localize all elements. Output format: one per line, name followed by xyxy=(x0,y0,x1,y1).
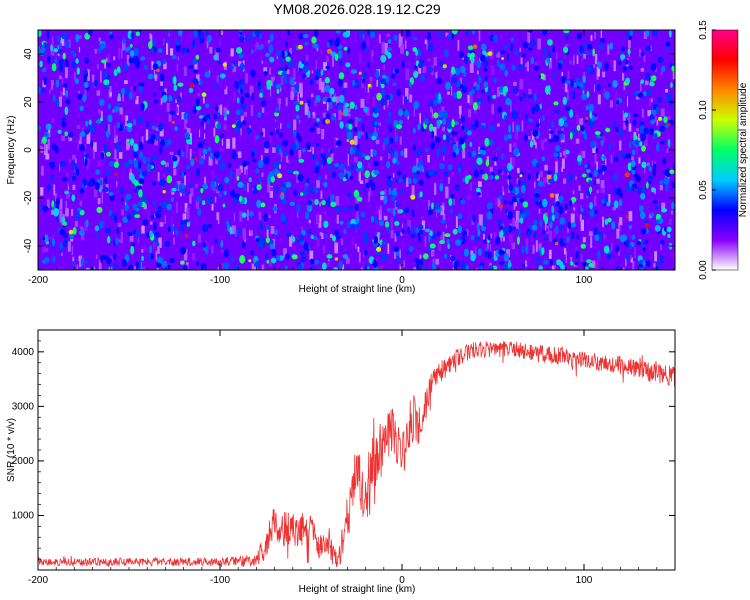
snr-ytick-label: 1000 xyxy=(12,510,35,521)
spectrogram-ytick-label: -40 xyxy=(23,238,34,253)
snr-xtick-label: -200 xyxy=(28,575,48,586)
chart-title: YM08.2026.028.19.12.C29 xyxy=(273,1,441,17)
snr-xlabel: Height of straight line (km) xyxy=(299,584,416,595)
snr-frame xyxy=(37,329,676,571)
colorbar-tick-label: 0.15 xyxy=(698,20,709,40)
spectrogram-image xyxy=(38,30,675,270)
snr-ylabel: SNR (10 * v/v) xyxy=(6,418,17,482)
colorbar: 0.00 0.05 0.10 0.15 Normalized spectral amp… xyxy=(698,20,749,280)
colorbar-label: Normalized spectral amplitude xyxy=(738,82,749,217)
spectrogram-ylabel: Frequency (Hz) xyxy=(6,116,17,185)
snr-xtick-label: 100 xyxy=(576,575,593,586)
snr-ytick-label: 4000 xyxy=(12,347,35,358)
snr-panel: -200 -100 0 100 1000 2000 3000 4000 Height of s… xyxy=(6,329,676,595)
spectrogram-xtick-label: -100 xyxy=(210,275,230,286)
spectrogram-xtick-label: 100 xyxy=(576,275,593,286)
snr-xtick-label: -100 xyxy=(210,575,230,586)
colorbar-tick-label: 0.10 xyxy=(698,100,709,120)
snr-xtick-label: 0 xyxy=(399,575,405,586)
spectrogram-ytick-label: 40 xyxy=(23,48,34,60)
colorbar-gradient xyxy=(711,29,739,271)
spectrogram-xtick-label: 0 xyxy=(399,275,405,286)
snr-ytick-label: 2000 xyxy=(12,456,35,467)
colorbar-ticks: 0.00 0.05 0.10 0.15 xyxy=(698,20,716,280)
snr-series-line xyxy=(38,341,675,568)
spectrogram-ytick-label: 20 xyxy=(23,96,34,108)
spectrogram-ytick-label: -20 xyxy=(23,190,34,205)
snr-ytick-label: 3000 xyxy=(12,401,35,412)
spectrogram-ytick-label: 0 xyxy=(23,147,34,153)
colorbar-tick-label: 0.05 xyxy=(698,180,709,200)
colorbar-tick-label: 0.00 xyxy=(698,260,709,280)
snr-axes: -200 -100 0 100 1000 2000 3000 4000 xyxy=(12,329,676,586)
spectrogram-xtick-label: -200 xyxy=(28,275,48,286)
spectrogram-xlabel: Height of straight line (km) xyxy=(299,284,416,295)
